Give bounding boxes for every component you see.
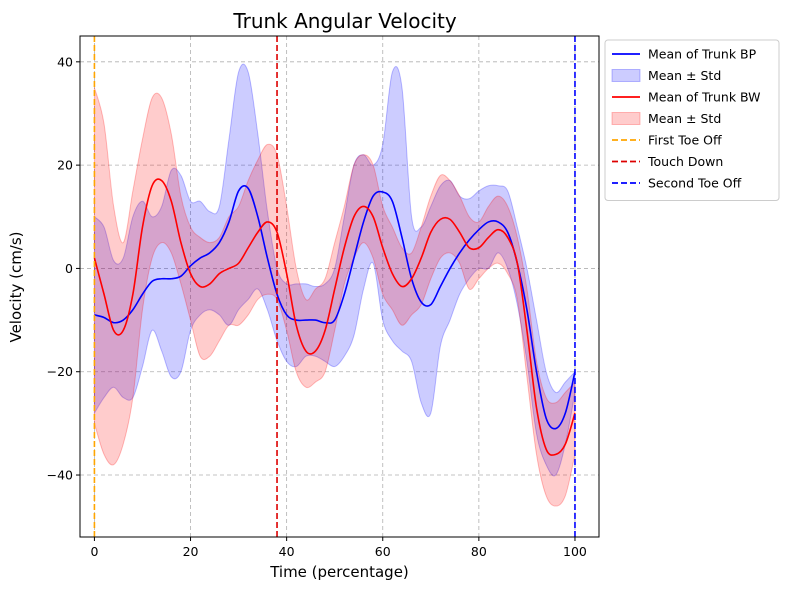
- legend-label: Touch Down: [647, 154, 723, 169]
- legend-label: Mean ± Std: [648, 68, 721, 83]
- legend-swatch: [611, 112, 641, 125]
- x-tick-label: 60: [375, 544, 391, 559]
- std-bands: [93, 63, 576, 507]
- x-tick-label: 0: [90, 544, 98, 559]
- x-axis-label: Time (percentage): [269, 563, 409, 581]
- x-tick-label: 40: [279, 544, 295, 559]
- chart-title: Trunk Angular Velocity: [232, 9, 457, 33]
- legend-frame: [604, 39, 780, 201]
- legend-label: Mean of Trunk BW: [648, 90, 761, 105]
- event-lines: [93, 36, 576, 537]
- legend-label: Second Toe Off: [648, 176, 742, 191]
- y-tick-label: 20: [57, 158, 73, 173]
- mean-lines: [93, 178, 576, 456]
- mean-line-series-2: [93, 178, 576, 456]
- legend: Mean of Trunk BP Mean ± Std Mean of Trunk …: [604, 39, 780, 201]
- legend-label: Mean ± Std: [648, 111, 721, 126]
- x-tick-label: 20: [183, 544, 199, 559]
- y-tick-label: −40: [47, 468, 73, 483]
- x-tick-label: 100: [563, 544, 587, 559]
- plot-frame: [79, 35, 600, 538]
- y-tick-label: 0: [65, 261, 73, 276]
- x-tick-label: 80: [471, 544, 487, 559]
- y-axis-label: Velocity (cm/s): [7, 231, 25, 342]
- y-tick-label: 40: [57, 54, 73, 69]
- y-tick-label: −20: [47, 364, 73, 379]
- legend-swatch: [611, 69, 641, 82]
- legend-label: Mean of Trunk BP: [648, 47, 757, 62]
- axis-ticks: 0 20 40 60 80 100 −40 −20 0 20 40: [47, 54, 587, 559]
- mean-line-series-1: [94, 185, 576, 430]
- legend-label: First Toe Off: [648, 133, 722, 148]
